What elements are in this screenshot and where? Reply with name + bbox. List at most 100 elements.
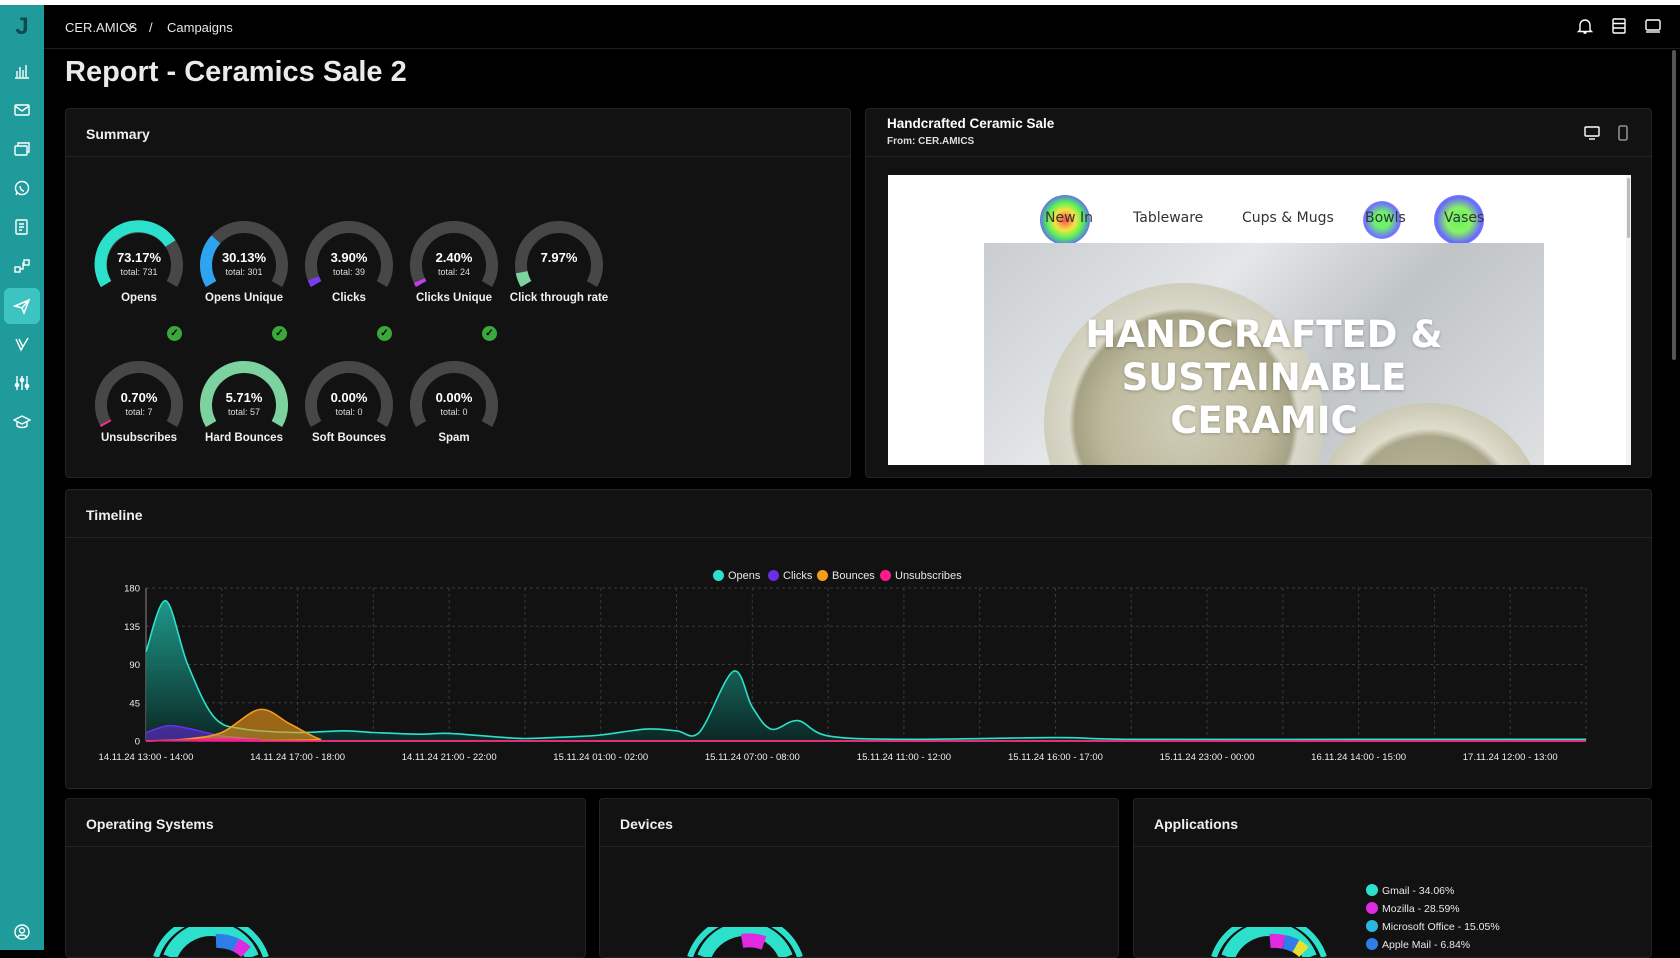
sidebar: J: [0, 5, 44, 950]
gauge-arc: [200, 221, 288, 287]
gauge-click-through-rate[interactable]: 7.97% Click through rate: [509, 215, 609, 325]
x-tick-label: 15.11.24 07:00 - 08:00: [705, 752, 800, 763]
bell-icon[interactable]: [1576, 17, 1596, 37]
gauge-label: Soft Bounces: [311, 432, 387, 444]
check-icon: ✓: [482, 326, 497, 341]
gauge-label: Spam: [438, 432, 470, 444]
legend-bounces[interactable]: Bounces: [817, 570, 875, 582]
preview-hero-image: HANDCRAFTED & SUSTAINABLE CERAMIC: [984, 243, 1544, 465]
gauge-arc: [305, 361, 393, 427]
gauge-arc: [410, 361, 498, 427]
legend-unsubscribes[interactable]: Unsubscribes: [880, 570, 962, 582]
gauge-clicks-unique[interactable]: 2.40% total: 24 Clicks Unique: [404, 215, 504, 325]
app-legend-gmail[interactable]: Gmail - 34.06%: [1366, 884, 1454, 897]
preview-scroll-thumb[interactable]: [1627, 178, 1630, 238]
gauge-opens-unique[interactable]: 30.13% total: 301 Opens Unique: [194, 215, 294, 325]
breadcrumb-campaigns[interactable]: Campaigns: [167, 20, 233, 35]
microsoft-office-label: Microsoft Office - 15.05%: [1382, 921, 1500, 933]
heatmap-spot-bowls: [1363, 201, 1401, 239]
reports-icon[interactable]: [11, 216, 33, 238]
preview-scrollbar[interactable]: [1626, 175, 1631, 465]
gauge-clicks[interactable]: 3.90% total: 39 Clicks: [299, 215, 399, 325]
preview-nav-tableware[interactable]: Tableware: [1133, 210, 1204, 226]
mail-icon[interactable]: [11, 99, 33, 121]
legend-clicks[interactable]: Clicks: [768, 570, 812, 582]
gauge-value: 3.90%: [330, 250, 368, 265]
y-tick-label: 90: [129, 660, 140, 671]
legend-opens[interactable]: Opens: [713, 570, 760, 582]
legend-opens-swatch: [713, 570, 724, 581]
app-legend-mozilla[interactable]: Mozilla - 28.59%: [1366, 902, 1460, 915]
operating-systems-card: Operating Systems: [65, 798, 586, 958]
chat-icon[interactable]: [1644, 17, 1664, 37]
settings-sliders-icon[interactable]: [11, 372, 33, 394]
breadcrumb-separator: /: [149, 20, 153, 35]
preview-nav-new-in[interactable]: New In: [1045, 210, 1093, 226]
automation-icon[interactable]: [11, 255, 33, 277]
academy-icon[interactable]: [11, 411, 33, 433]
series-line-opens[interactable]: [145, 599, 1586, 741]
applications-card: Applications: [1133, 798, 1652, 958]
os-title: Operating Systems: [86, 816, 214, 832]
app-legend-microsoft-office[interactable]: Microsoft Office - 15.05%: [1366, 920, 1500, 933]
legend-bounces-label: Bounces: [832, 570, 875, 582]
gauge-soft-bounces[interactable]: 0.00% total: 0 Soft Bounces: [299, 355, 399, 465]
gauge-arc: [410, 221, 498, 287]
chevron-down-icon[interactable]: [124, 20, 136, 38]
os-donut-chart[interactable]: [146, 927, 276, 957]
gauge-label: Opens Unique: [205, 292, 283, 304]
gauge-unsubscribes[interactable]: 0.70% total: 7 Unsubscribes: [89, 355, 189, 465]
series-line-unsubscribes[interactable]: [145, 738, 1586, 742]
database-icon[interactable]: [1610, 17, 1630, 37]
email-preview-frame[interactable]: New In Tableware Cups & Mugs Bowls Vases…: [888, 175, 1626, 465]
y-tick-label: 45: [129, 698, 140, 709]
gauge-arc: [305, 221, 393, 288]
series-area-opens: [146, 600, 1586, 741]
gauge-label: Unsubscribes: [100, 432, 178, 444]
gauge-total: total: 731: [120, 267, 158, 277]
whatsapp-icon[interactable]: [11, 177, 33, 199]
y-tick-label: 0: [135, 737, 140, 748]
user-profile-icon[interactable]: [11, 921, 33, 943]
apple-mail-swatch: [1366, 938, 1378, 950]
preview-nav-bowls[interactable]: Bowls: [1365, 210, 1406, 226]
preview-title: Handcrafted Ceramic Sale: [887, 116, 1055, 131]
gauge-value: 0.00%: [435, 390, 473, 405]
page-scroll-thumb[interactable]: [1672, 50, 1676, 360]
mobile-view-icon[interactable]: [1618, 125, 1628, 146]
gauge-arc: [200, 361, 288, 427]
legend-unsubscribes-label: Unsubscribes: [895, 570, 962, 582]
y-tick-label: 180: [124, 584, 140, 595]
analytics-icon[interactable]: [11, 60, 33, 82]
heatmap-spot-new-in: [1040, 195, 1090, 245]
x-tick-label: 15.11.24 11:00 - 12:00: [857, 752, 951, 763]
preview-nav-vases[interactable]: Vases: [1444, 210, 1485, 226]
gauge-arc: [95, 361, 183, 427]
desktop-view-icon[interactable]: [1584, 126, 1600, 145]
x-tick-label: 17.11.24 12:00 - 13:00: [1463, 752, 1558, 763]
devices-donut-chart[interactable]: [680, 927, 810, 957]
templates-icon[interactable]: [11, 138, 33, 160]
preview-nav-cups-mugs[interactable]: Cups & Mugs: [1242, 210, 1334, 226]
x-tick-label: 15.11.24 16:00 - 17:00: [1008, 752, 1103, 763]
gauge-label: Hard Bounces: [205, 432, 283, 444]
gauge-value: 0.70%: [120, 390, 158, 405]
gauge-value: 30.13%: [221, 250, 267, 265]
gauge-hard-bounces[interactable]: 5.71% total: 57 Hard Bounces: [194, 355, 294, 465]
timeline-title: Timeline: [86, 507, 143, 523]
check-icon: ✓: [167, 326, 182, 341]
campaigns-send-icon[interactable]: [4, 288, 40, 324]
org-selector[interactable]: CER.AMICS: [65, 20, 138, 35]
gauge-total: total: 0: [440, 407, 468, 417]
gauge-value: 0.00%: [330, 390, 368, 405]
app-logo[interactable]: J: [15, 13, 29, 40]
gauge-label: Click through rate: [509, 292, 609, 304]
app-legend-apple-mail[interactable]: Apple Mail - 6.84%: [1366, 938, 1470, 951]
hero-line-3: CERAMIC: [1170, 399, 1358, 442]
applications-donut-chart[interactable]: [1204, 927, 1334, 957]
gauge-label: Opens: [121, 292, 157, 304]
gauge-spam[interactable]: 0.00% total: 0 Spam: [404, 355, 504, 465]
forms-icon[interactable]: [11, 333, 33, 355]
gauge-opens[interactable]: 73.17% total: 731 Opens: [89, 215, 189, 325]
